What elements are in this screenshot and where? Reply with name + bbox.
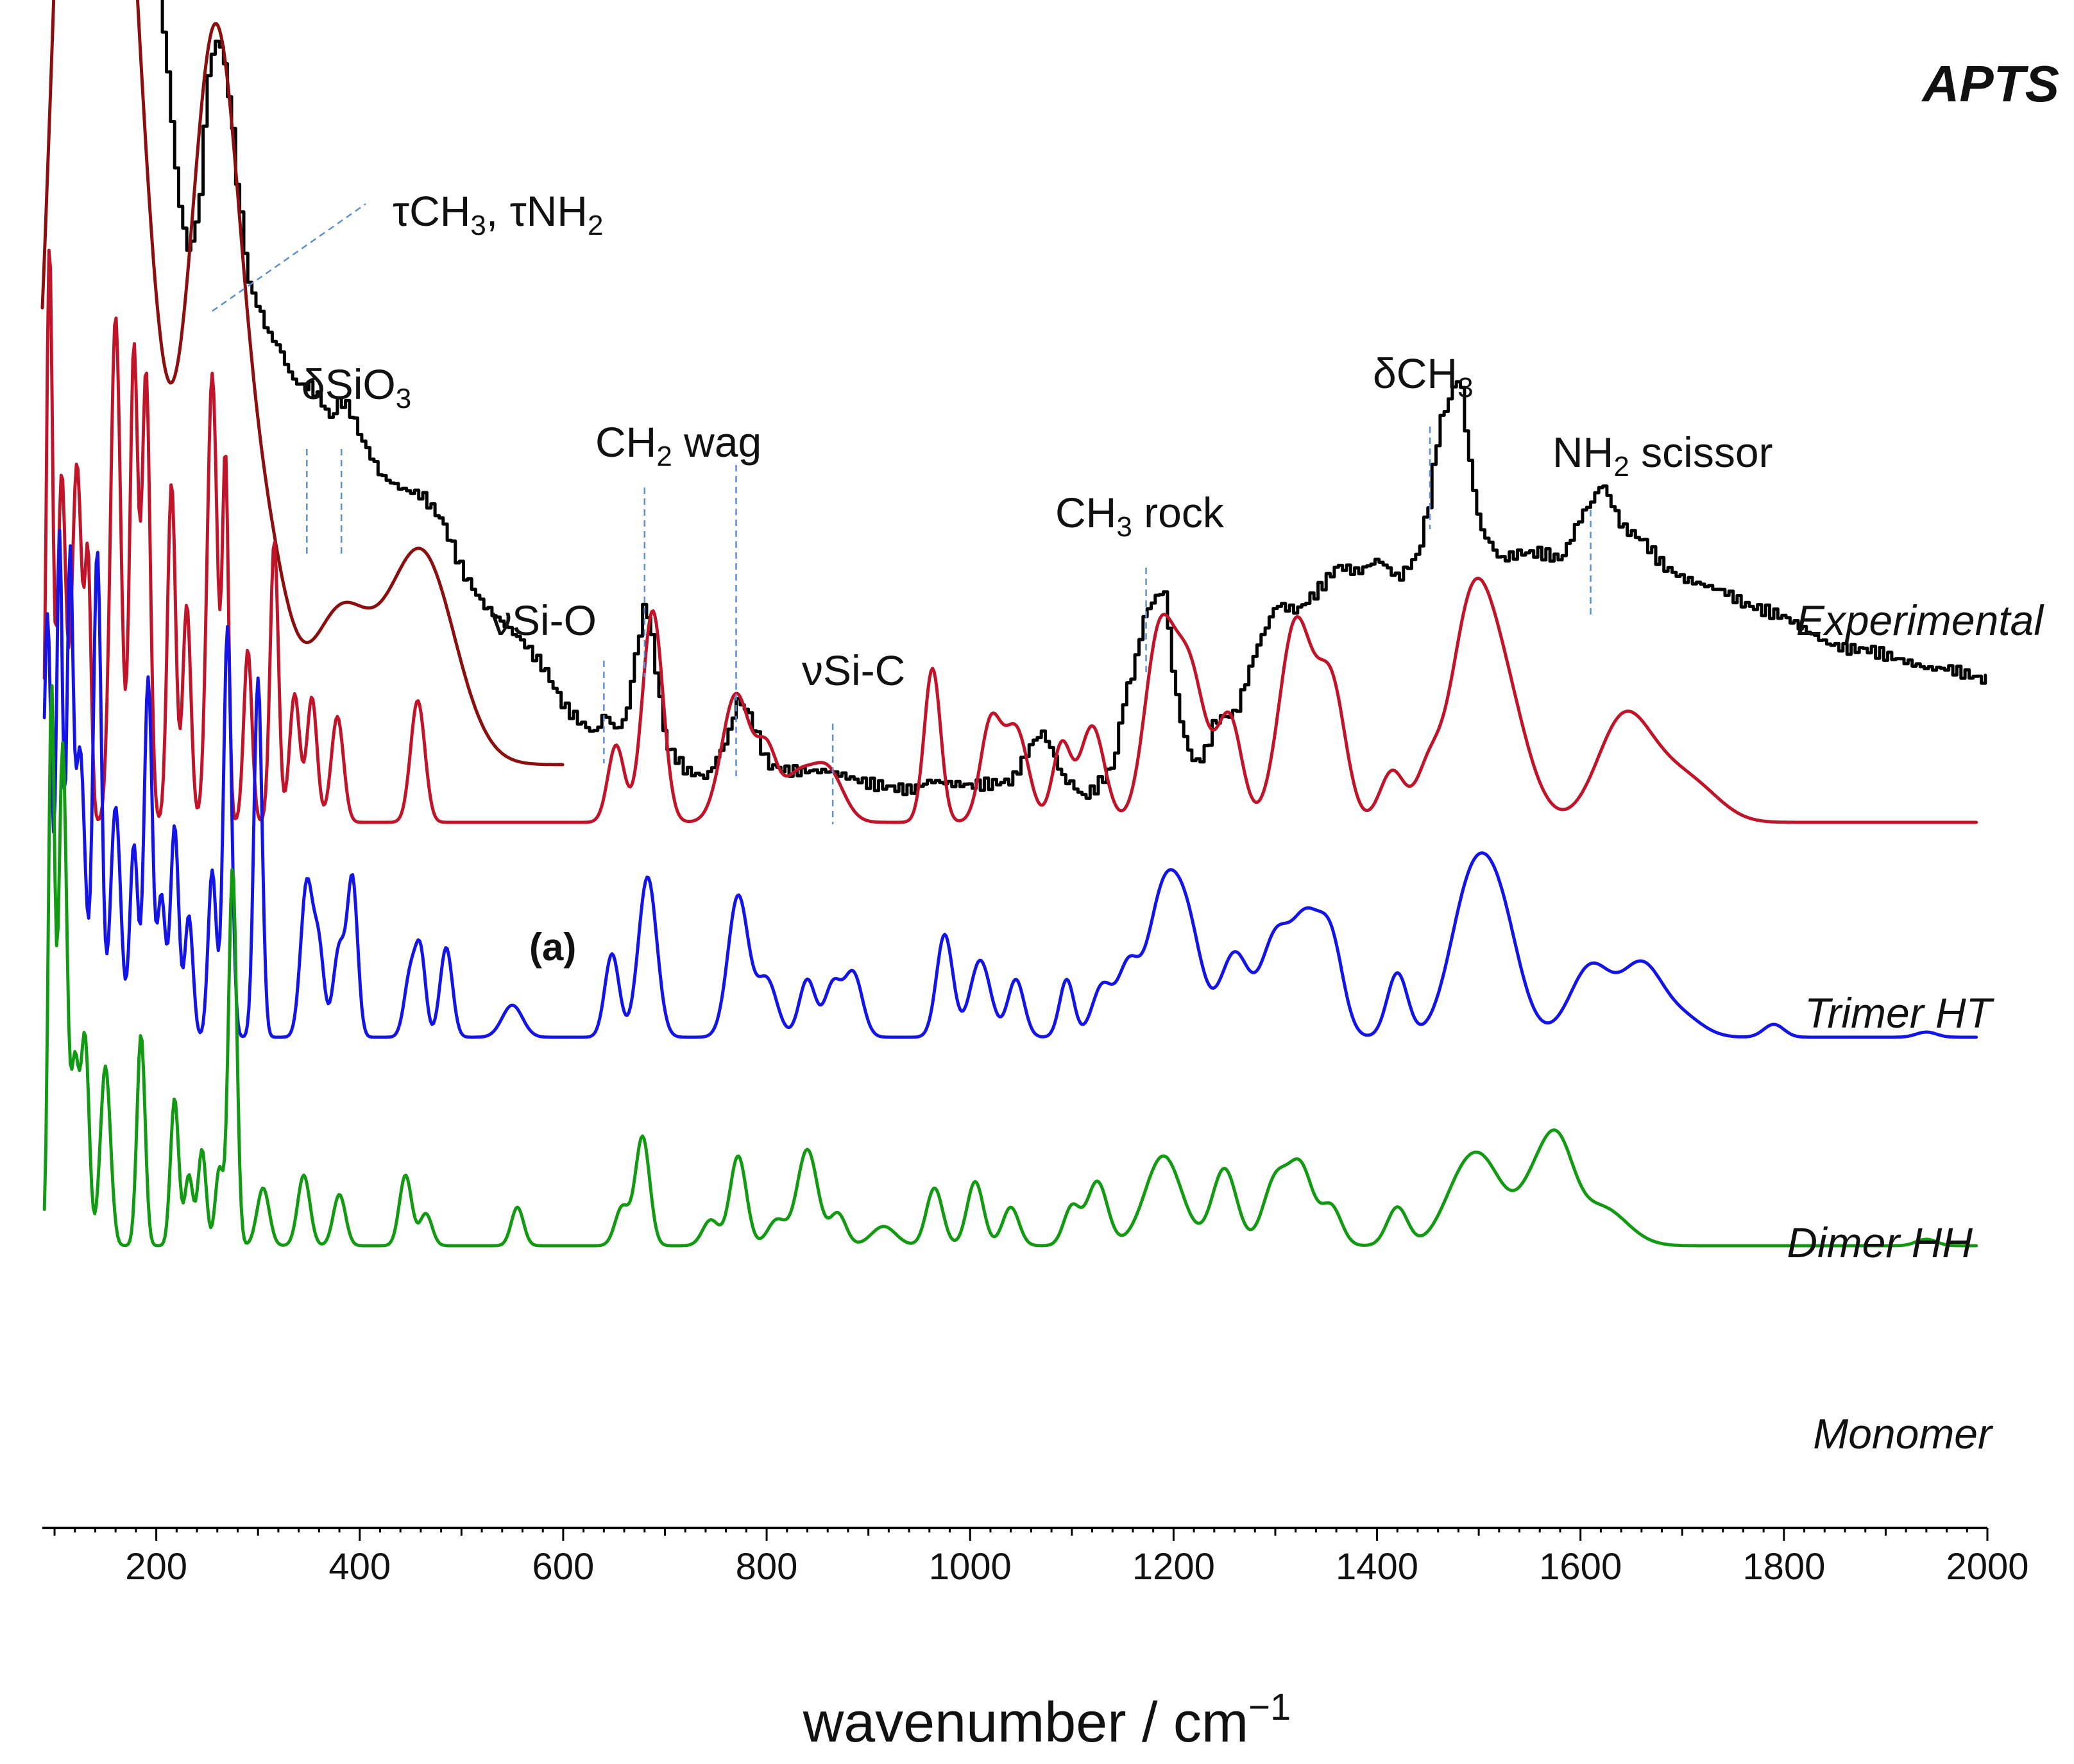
annotation-ch3rock: CH3 rock <box>1055 489 1225 543</box>
curves-layer <box>40 0 1987 1248</box>
x-tick-label: 1200 <box>1132 1546 1215 1588</box>
annotation-guides <box>212 203 1592 824</box>
panel-label: (a) <box>529 926 576 969</box>
annotation-vsio: νSi-O <box>491 597 597 644</box>
x-tick-label: 800 <box>736 1546 798 1588</box>
annotation-ch2wag: CH2 wag <box>595 418 761 472</box>
x-tick-label: 200 <box>125 1546 187 1588</box>
series-line-experimental <box>160 0 1987 800</box>
chart-title: APTS <box>1921 55 2059 112</box>
annotation-vsic: νSi-C <box>802 647 905 694</box>
series-label-experimental: Experimental <box>1796 597 2045 644</box>
series-line-dimer-hh <box>42 529 1978 1039</box>
x-tick-label: 1000 <box>929 1546 1012 1588</box>
annotation-guide-line <box>212 203 366 312</box>
series-label-dimer-hh: Dimer HH <box>1787 1219 1973 1266</box>
x-tick-label: 2000 <box>1946 1546 2028 1588</box>
annotation-tau: τCH3, τNH2 <box>393 187 603 241</box>
annotation-nh2-scissor: NH2 scissor <box>1552 428 1773 482</box>
x-axis-label: wavenumber / cm−1 <box>803 1686 1291 1754</box>
series-line-trimer-ht <box>42 248 1978 824</box>
x-tick-label: 1600 <box>1539 1546 1622 1588</box>
annotation-dch3: δCH3 <box>1373 350 1474 403</box>
x-tick-label: 600 <box>532 1546 595 1588</box>
x-tick-label: 1400 <box>1336 1546 1418 1588</box>
series-label-trimer-ht: Trimer HT <box>1805 989 1995 1037</box>
series-line-monomer <box>42 684 1978 1248</box>
x-tick-label: 1800 <box>1742 1546 1825 1588</box>
series-label-monomer: Monomer <box>1813 1410 1994 1457</box>
annotation-dsio3: δSiO3 <box>302 360 411 414</box>
x-axis-ticks: 200 400 600 800 1000 1200 1400 1600 1800 2000 <box>53 1528 2029 1588</box>
series-line-theory-a- <box>40 0 565 767</box>
x-tick-label: 400 <box>328 1546 391 1588</box>
